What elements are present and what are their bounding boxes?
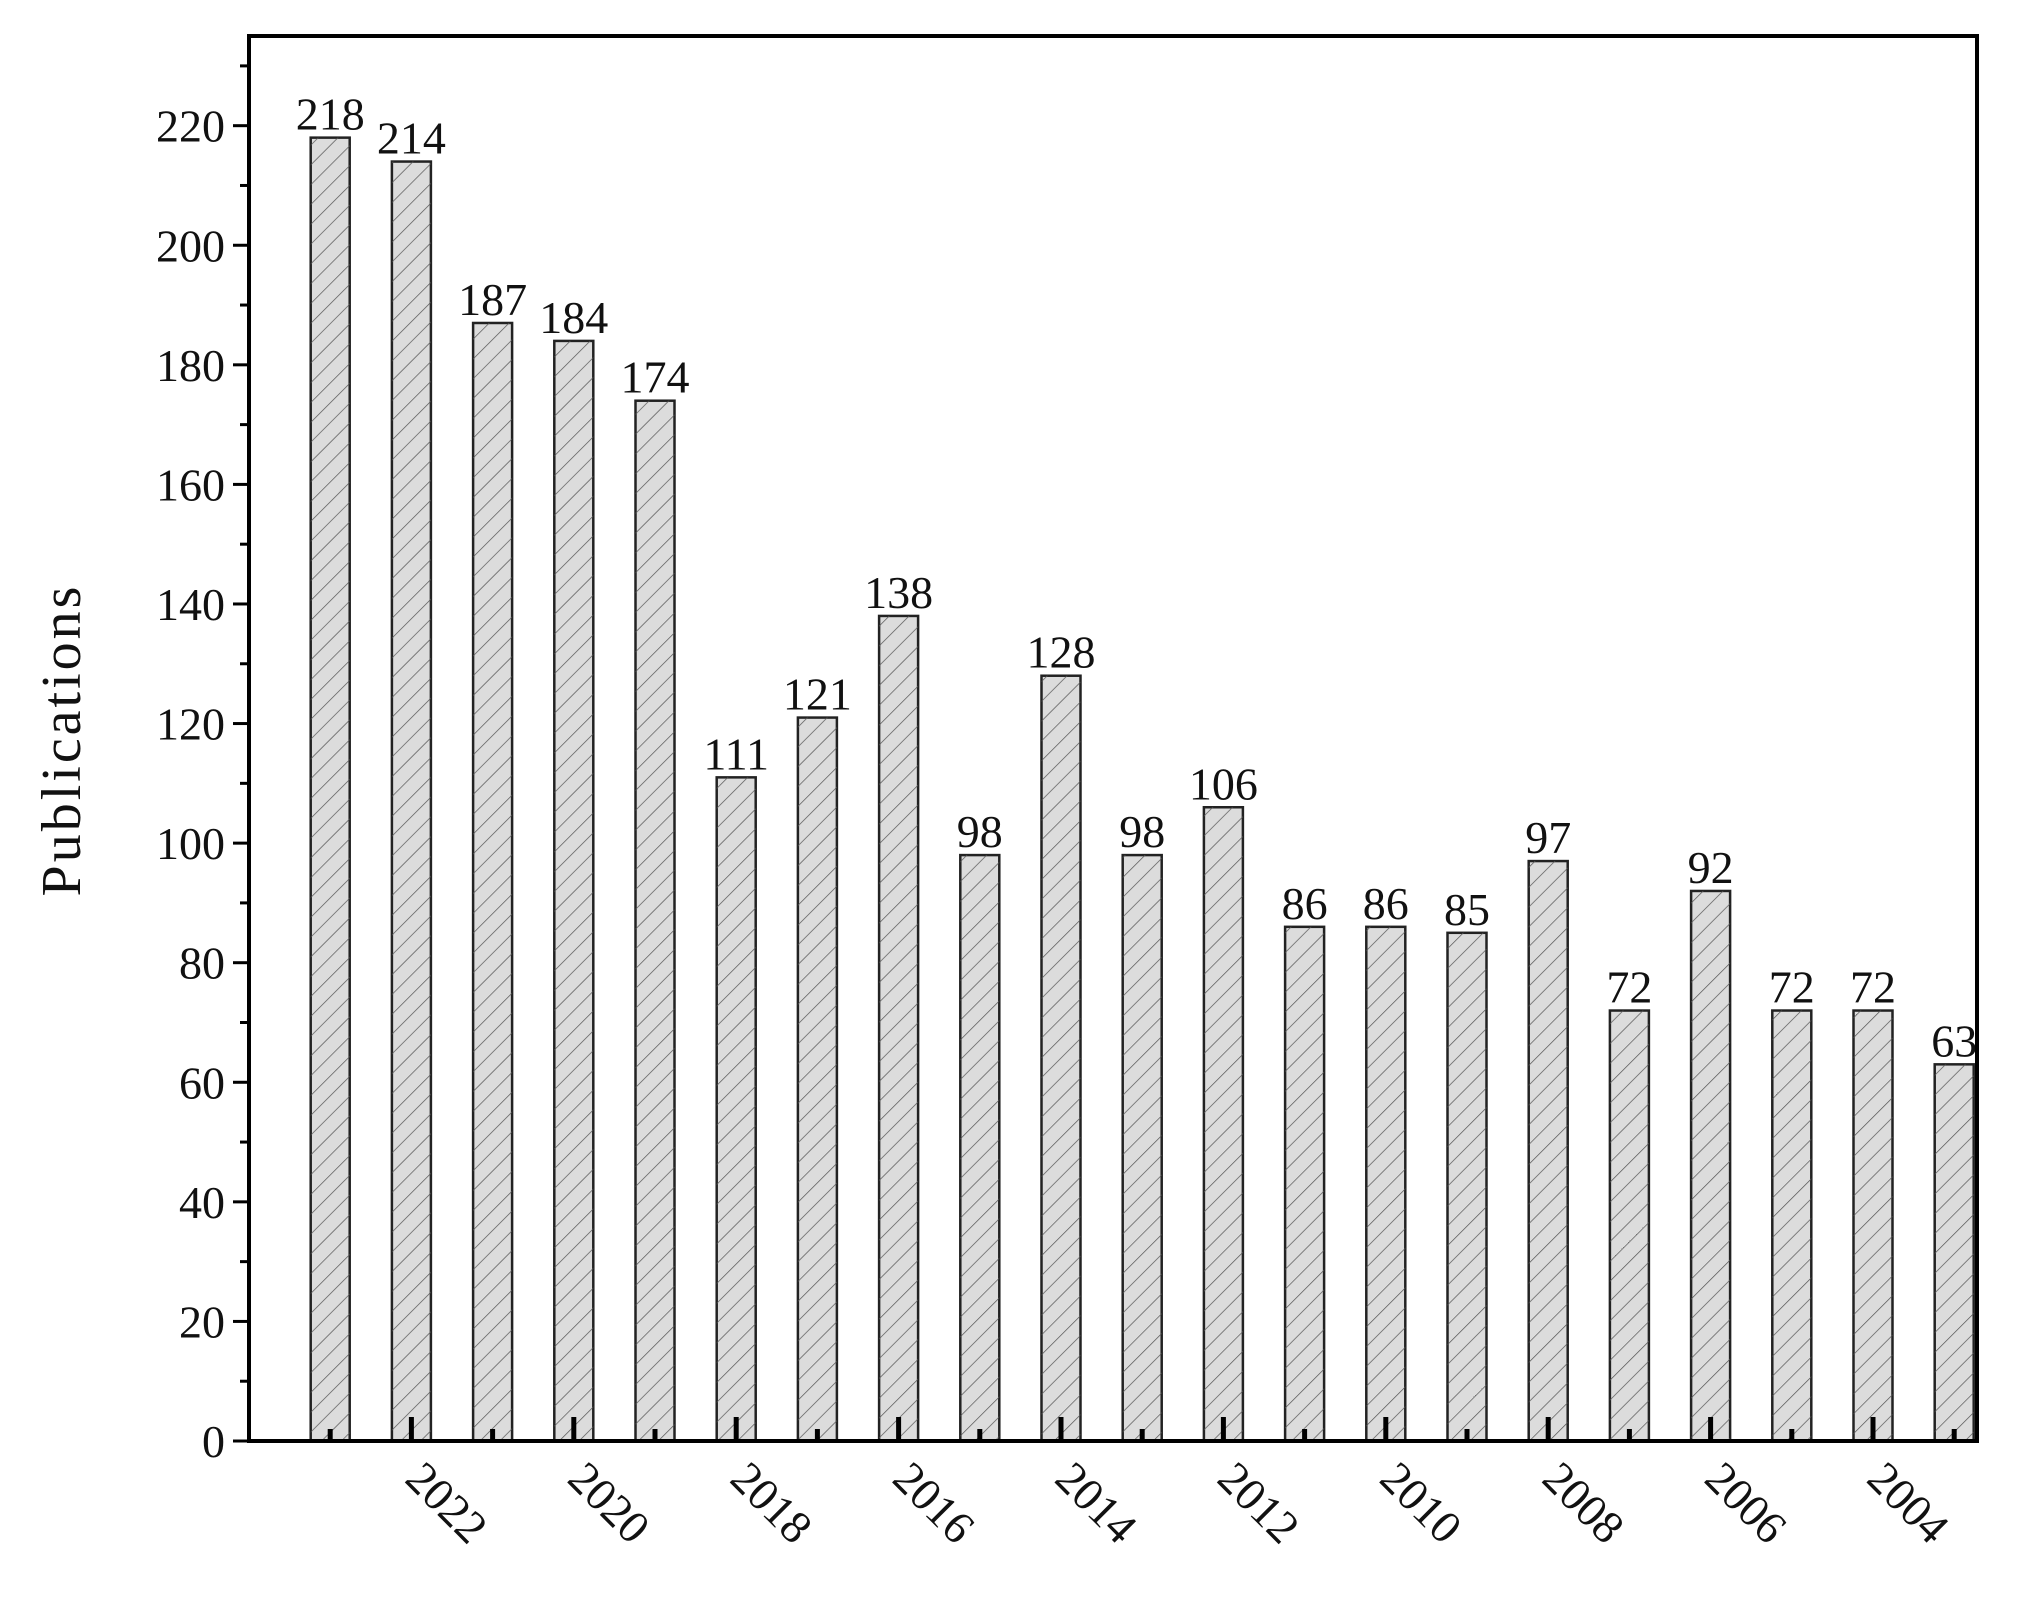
x-tick-label: 2022 <box>396 1452 497 1553</box>
bar-hatch <box>310 137 350 1441</box>
bar-hatch <box>1691 890 1731 1441</box>
bar-hatch <box>391 161 431 1441</box>
x-tick-label: 2020 <box>559 1452 660 1553</box>
bar-hatch <box>1122 855 1162 1441</box>
bar-hatch <box>716 777 756 1441</box>
plot-frame <box>247 34 1979 1443</box>
value-label: 98 <box>957 806 1003 857</box>
value-label: 218 <box>296 89 365 140</box>
bar-hatch <box>1447 932 1487 1441</box>
bar-hatch <box>635 400 675 1441</box>
y-tick-label: 140 <box>156 579 225 630</box>
value-label: 128 <box>1027 627 1096 678</box>
y-tick-label: 40 <box>179 1177 225 1228</box>
value-label: 72 <box>1769 962 1815 1013</box>
y-axis-label: Publications <box>31 584 93 897</box>
y-tick-label: 60 <box>179 1057 225 1108</box>
bar-hatch <box>1041 675 1081 1441</box>
value-label: 72 <box>1850 962 1896 1013</box>
bar-hatch <box>1285 926 1325 1441</box>
y-tick-label: 80 <box>179 938 225 989</box>
value-label: 121 <box>783 669 852 720</box>
x-tick-label: 2016 <box>884 1452 985 1553</box>
y-tick-label: 0 <box>202 1416 225 1467</box>
bar-hatch <box>1772 1010 1812 1441</box>
value-label: 86 <box>1282 878 1328 929</box>
value-label: 174 <box>621 352 690 403</box>
value-label: 106 <box>1189 758 1258 809</box>
bar-hatch <box>473 322 513 1441</box>
value-label: 111 <box>703 728 769 779</box>
bar-hatch <box>797 717 837 1441</box>
bar-hatch <box>1203 807 1243 1441</box>
value-label: 214 <box>377 113 446 164</box>
value-label: 184 <box>539 292 608 343</box>
bar-hatch <box>960 855 1000 1441</box>
y-tick-label: 120 <box>156 699 225 750</box>
value-label: 85 <box>1444 884 1490 935</box>
y-tick-label: 100 <box>156 818 225 869</box>
value-label: 98 <box>1119 806 1165 857</box>
bar-hatch <box>1528 861 1568 1441</box>
value-label: 72 <box>1606 962 1652 1013</box>
value-label: 92 <box>1688 842 1734 893</box>
value-label: 63 <box>1931 1015 1977 1066</box>
value-label: 187 <box>458 274 527 325</box>
x-tick-label: 2014 <box>1046 1452 1147 1553</box>
y-tick-label: 160 <box>156 459 225 510</box>
y-tick-label: 220 <box>156 101 225 152</box>
x-tick-label: 2006 <box>1696 1452 1797 1553</box>
x-tick-label: 2018 <box>721 1452 822 1553</box>
value-label: 138 <box>864 567 933 618</box>
x-tick-label: 2012 <box>1208 1452 1309 1553</box>
x-tick-label: 2008 <box>1533 1452 1634 1553</box>
y-tick-label: 20 <box>179 1296 225 1347</box>
value-label: 86 <box>1363 878 1409 929</box>
value-label: 97 <box>1525 812 1571 863</box>
x-tick-label: 2004 <box>1858 1452 1959 1553</box>
bar-hatch <box>879 615 919 1441</box>
bar-hatch <box>1934 1064 1974 1441</box>
bar-hatch <box>1853 1010 1893 1441</box>
x-tick-label: 2010 <box>1371 1452 1472 1553</box>
y-tick-label: 200 <box>156 220 225 271</box>
bar-hatch <box>1366 926 1406 1441</box>
y-tick-label: 180 <box>156 340 225 391</box>
bar-hatch <box>554 340 594 1441</box>
bar-hatch <box>1609 1010 1649 1441</box>
